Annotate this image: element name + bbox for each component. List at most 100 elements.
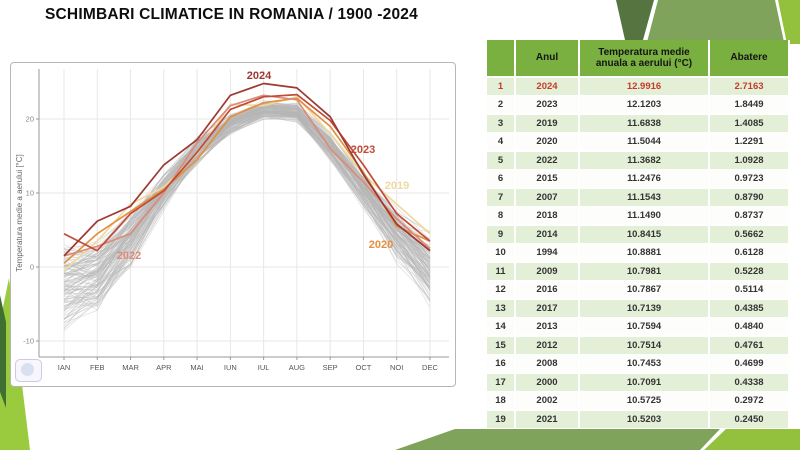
table-cell-temp: 10.5203 bbox=[580, 410, 708, 428]
table-cell-rank: 18 bbox=[487, 392, 514, 409]
y-axis-title: Temperatura medie a aerului [°C] bbox=[15, 154, 24, 271]
table-cell-year: 2019 bbox=[516, 114, 578, 132]
table-cell-dev: 0.9723 bbox=[710, 170, 788, 187]
table-cell-temp: 10.7453 bbox=[580, 355, 708, 372]
table-cell-rank: 9 bbox=[487, 225, 514, 243]
table-cell-rank: 5 bbox=[487, 151, 514, 169]
table-cell-temp: 10.7981 bbox=[580, 262, 708, 280]
table-cell-dev: 0.8790 bbox=[710, 188, 788, 206]
y-tick-label: 10 bbox=[26, 189, 34, 198]
table-cell-temp: 10.7594 bbox=[580, 318, 708, 335]
table-cell-year: 2016 bbox=[516, 281, 578, 298]
y-tick-label: 20 bbox=[26, 115, 34, 124]
y-tick-label: 0 bbox=[30, 263, 34, 272]
deco-bottom-left-sliver bbox=[0, 295, 6, 408]
x-tick-label: MAR bbox=[122, 363, 139, 372]
x-tick-label: MAI bbox=[190, 363, 203, 372]
table-cell-temp: 10.8415 bbox=[580, 225, 708, 243]
table-cell-year: 2024 bbox=[516, 77, 578, 95]
deco-top-right-dark bbox=[616, 0, 654, 40]
table-cell-rank: 10 bbox=[487, 244, 514, 261]
table-cell-temp: 11.2476 bbox=[580, 170, 708, 187]
table-cell-dev: 0.2450 bbox=[710, 410, 788, 428]
x-tick-label: OCT bbox=[356, 363, 372, 372]
table-cell-year: 2012 bbox=[516, 336, 578, 354]
year-label-2024: 2024 bbox=[247, 70, 272, 82]
table-cell-year: 2014 bbox=[516, 225, 578, 243]
table-cell-year: 2013 bbox=[516, 318, 578, 335]
table-cell-year: 2020 bbox=[516, 133, 578, 150]
x-tick-label: IAN bbox=[58, 363, 71, 372]
table-cell-temp: 11.1543 bbox=[580, 188, 708, 206]
year-line-2022 bbox=[63, 94, 431, 257]
year-line-2024 bbox=[63, 82, 431, 257]
table-cell-rank: 14 bbox=[487, 318, 514, 335]
table-cell-temp: 10.5725 bbox=[580, 392, 708, 409]
table-cell-rank: 8 bbox=[487, 207, 514, 224]
x-tick-label: IUN bbox=[224, 363, 237, 372]
table-cell-rank: 4 bbox=[487, 133, 514, 150]
table-cell-temp: 11.6838 bbox=[580, 114, 708, 132]
year-label-2023: 2023 bbox=[351, 144, 375, 156]
table-cell-rank: 6 bbox=[487, 170, 514, 187]
table-cell-temp: 10.7091 bbox=[580, 373, 708, 391]
table-cell-dev: 0.4840 bbox=[710, 318, 788, 335]
year-label-2022: 2022 bbox=[117, 250, 141, 262]
x-tick-label: AUG bbox=[289, 363, 305, 372]
x-tick-label: IUL bbox=[258, 363, 270, 372]
highlighted-year-lines bbox=[63, 82, 431, 272]
table-cell-temp: 12.1203 bbox=[580, 96, 708, 113]
deco-bottom-right-mid bbox=[395, 429, 720, 450]
table-cell-year: 2022 bbox=[516, 151, 578, 169]
table-cell-dev: 0.4761 bbox=[710, 336, 788, 354]
table-cell-dev: 1.2291 bbox=[710, 133, 788, 150]
x-tick-label: NOI bbox=[390, 363, 403, 372]
climate-chart-panel: 20 10 0 -10 IAN FEB MAR APR MAI IUN IUL AUG SEP OCT NO… bbox=[10, 62, 456, 387]
table-cell-dev: 0.4699 bbox=[710, 355, 788, 372]
table-cell-year: 2018 bbox=[516, 207, 578, 224]
table-cell-rank: 2 bbox=[487, 96, 514, 113]
year-label-2020: 2020 bbox=[369, 239, 393, 251]
table-cell-dev: 0.4338 bbox=[710, 373, 788, 391]
table-cell-year: 2017 bbox=[516, 299, 578, 317]
table-cell-temp: 11.1490 bbox=[580, 207, 708, 224]
table-cell-year: 2015 bbox=[516, 170, 578, 187]
year-label-2019: 2019 bbox=[385, 180, 409, 192]
table-header-rank bbox=[487, 40, 514, 76]
table-cell-year: 2008 bbox=[516, 355, 578, 372]
table-cell-dev: 0.4385 bbox=[710, 299, 788, 317]
year-line-2019 bbox=[63, 95, 431, 272]
table-cell-dev: 0.2972 bbox=[710, 392, 788, 409]
table-cell-year: 2007 bbox=[516, 188, 578, 206]
table-cell-rank: 17 bbox=[487, 373, 514, 391]
table-cell-dev: 0.6128 bbox=[710, 244, 788, 261]
table-cell-year: 2009 bbox=[516, 262, 578, 280]
table-cell-rank: 15 bbox=[487, 336, 514, 354]
line-chart: 20 10 0 -10 IAN FEB MAR APR MAI IUN IUL AUG SEP OCT NO… bbox=[15, 69, 449, 372]
table-header-deviation: Abatere bbox=[710, 40, 788, 76]
page-title: SCHIMBARI CLIMATICE IN ROMANIA / 1900 -2… bbox=[45, 6, 418, 23]
table-cell-dev: 0.5228 bbox=[710, 262, 788, 280]
deco-top-right-bright bbox=[778, 0, 800, 44]
x-tick-label: DEC bbox=[422, 363, 438, 372]
deco-top-right-mid bbox=[647, 0, 784, 42]
table-cell-temp: 10.7139 bbox=[580, 299, 708, 317]
table-cell-dev: 1.4085 bbox=[710, 114, 788, 132]
year-line-2023 bbox=[63, 93, 431, 252]
table-cell-rank: 11 bbox=[487, 262, 514, 280]
table-header-year: Anul bbox=[516, 40, 578, 76]
table-cell-dev: 1.8449 bbox=[710, 96, 788, 113]
x-tick-label: APR bbox=[156, 363, 172, 372]
table-cell-dev: 0.8737 bbox=[710, 207, 788, 224]
table-cell-temp: 11.5044 bbox=[580, 133, 708, 150]
y-tick-label: -10 bbox=[23, 337, 34, 346]
table-cell-rank: 16 bbox=[487, 355, 514, 372]
table-cell-temp: 10.7514 bbox=[580, 336, 708, 354]
table-cell-rank: 3 bbox=[487, 114, 514, 132]
table-cell-temp: 11.3682 bbox=[580, 151, 708, 169]
x-tick-label: SEP bbox=[323, 363, 338, 372]
table-cell-rank: 12 bbox=[487, 281, 514, 298]
table-cell-year: 2000 bbox=[516, 373, 578, 391]
table-cell-dev: 0.5114 bbox=[710, 281, 788, 298]
